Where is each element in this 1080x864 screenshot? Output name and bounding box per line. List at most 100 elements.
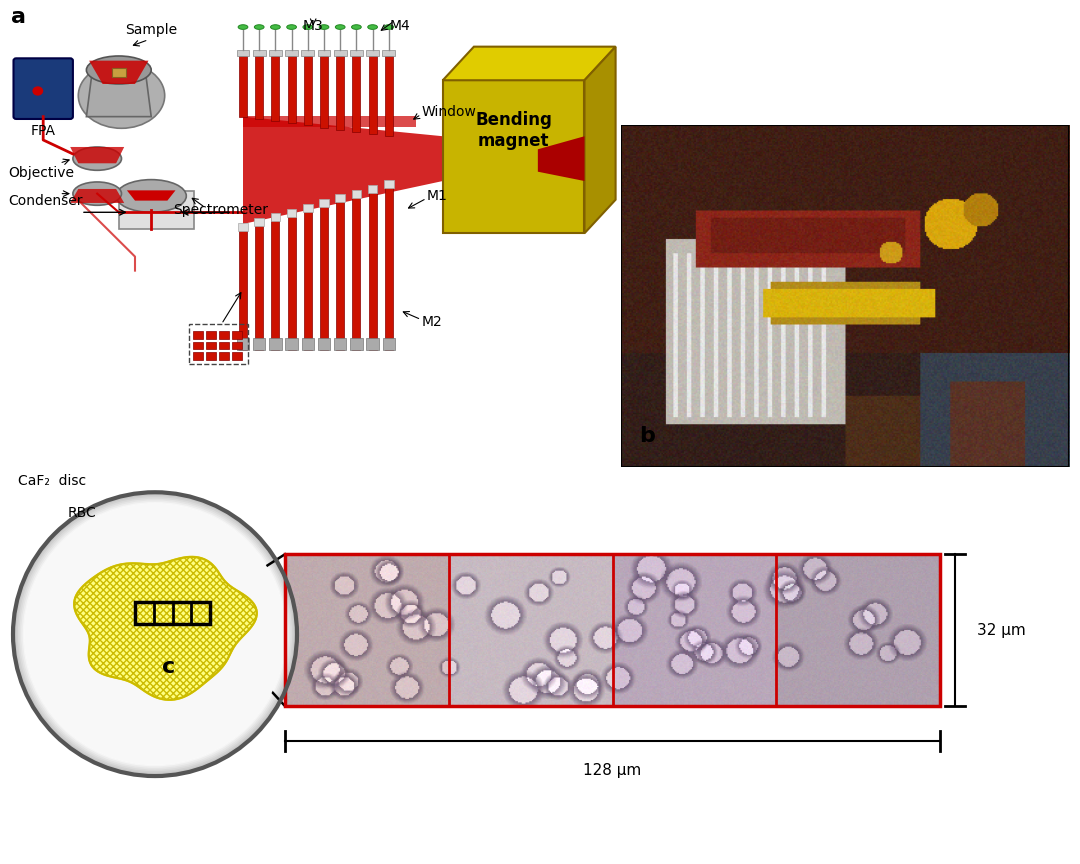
Polygon shape [239, 56, 247, 117]
Polygon shape [384, 181, 393, 350]
FancyBboxPatch shape [13, 59, 73, 119]
Polygon shape [269, 50, 282, 56]
Bar [193, 353, 203, 360]
Polygon shape [255, 56, 264, 119]
Polygon shape [366, 50, 379, 56]
Ellipse shape [254, 25, 265, 29]
Polygon shape [285, 50, 298, 56]
Text: M1: M1 [427, 189, 447, 203]
Text: M2: M2 [421, 314, 442, 329]
Polygon shape [253, 338, 266, 350]
Polygon shape [367, 185, 378, 193]
Bar [193, 331, 203, 339]
Text: FPA: FPA [30, 124, 56, 137]
Ellipse shape [78, 63, 164, 129]
Polygon shape [287, 56, 296, 124]
Circle shape [15, 494, 295, 774]
Ellipse shape [270, 25, 281, 29]
Circle shape [22, 500, 288, 768]
Text: CaF₂  disc: CaF₂ disc [18, 474, 86, 488]
Polygon shape [318, 338, 330, 350]
Polygon shape [301, 50, 314, 56]
Ellipse shape [302, 25, 313, 29]
Polygon shape [301, 338, 314, 350]
Text: 128 μm: 128 μm [583, 763, 642, 778]
Polygon shape [352, 56, 361, 132]
Text: Bending
magnet: Bending magnet [475, 111, 552, 150]
Polygon shape [287, 210, 296, 350]
Circle shape [19, 499, 291, 770]
Bar [206, 353, 216, 360]
Ellipse shape [238, 25, 248, 29]
Polygon shape [253, 50, 266, 56]
Bar [206, 341, 216, 349]
Ellipse shape [384, 25, 394, 29]
Text: M4: M4 [389, 19, 410, 33]
Polygon shape [237, 50, 249, 56]
Text: Sample: Sample [125, 23, 177, 37]
Text: M3: M3 [302, 19, 324, 33]
Polygon shape [443, 47, 616, 80]
Bar [232, 331, 242, 339]
Polygon shape [287, 209, 296, 217]
Polygon shape [334, 50, 347, 56]
Polygon shape [70, 147, 124, 163]
Polygon shape [320, 200, 329, 207]
Text: Spectrometer: Spectrometer [173, 203, 268, 217]
Bar [232, 353, 242, 360]
Circle shape [16, 495, 294, 772]
Polygon shape [271, 214, 280, 350]
Polygon shape [382, 338, 395, 350]
Polygon shape [351, 189, 361, 198]
Polygon shape [382, 50, 395, 56]
Circle shape [25, 504, 285, 765]
Circle shape [32, 86, 43, 96]
Polygon shape [384, 180, 394, 188]
Bar [135, 602, 210, 624]
Polygon shape [255, 219, 264, 350]
Polygon shape [443, 80, 584, 233]
Polygon shape [70, 189, 124, 203]
Polygon shape [350, 338, 363, 350]
Ellipse shape [117, 180, 186, 213]
Polygon shape [90, 60, 149, 84]
Bar [219, 341, 229, 349]
Circle shape [25, 504, 285, 765]
Polygon shape [255, 219, 265, 226]
Text: 32 μm: 32 μm [977, 623, 1026, 638]
Ellipse shape [73, 147, 121, 170]
Polygon shape [350, 50, 363, 56]
Text: Window: Window [421, 105, 476, 119]
Polygon shape [384, 56, 393, 137]
Circle shape [13, 492, 297, 776]
Circle shape [23, 502, 287, 766]
Polygon shape [86, 74, 151, 117]
Ellipse shape [335, 25, 346, 29]
Polygon shape [538, 137, 584, 181]
Polygon shape [302, 204, 313, 212]
Polygon shape [320, 56, 328, 128]
Ellipse shape [73, 182, 121, 206]
Polygon shape [336, 195, 345, 350]
Bar [232, 341, 242, 349]
Polygon shape [237, 338, 249, 350]
Bar [112, 67, 125, 77]
Polygon shape [334, 338, 347, 350]
Polygon shape [75, 557, 257, 700]
Polygon shape [336, 56, 345, 130]
Polygon shape [271, 56, 280, 121]
Polygon shape [335, 194, 346, 202]
Polygon shape [303, 205, 312, 350]
Text: c: c [162, 658, 175, 677]
Polygon shape [352, 191, 361, 350]
Polygon shape [239, 224, 247, 350]
Text: RBC: RBC [68, 506, 97, 520]
Ellipse shape [367, 25, 378, 29]
Bar [206, 331, 216, 339]
Polygon shape [584, 47, 616, 233]
Polygon shape [243, 116, 416, 127]
Polygon shape [366, 338, 379, 350]
Circle shape [18, 497, 292, 772]
Text: a: a [11, 7, 26, 27]
Text: b: b [639, 426, 654, 446]
